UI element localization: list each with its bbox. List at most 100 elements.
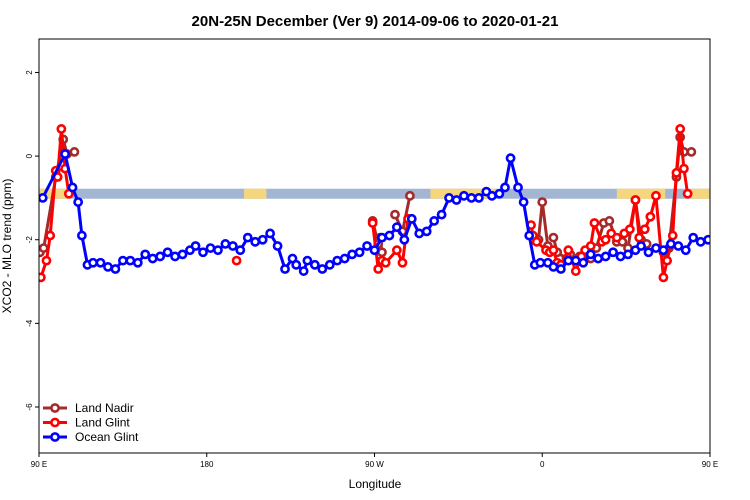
data-point [563, 245, 574, 256]
data-point [466, 193, 477, 203]
data-point [332, 255, 343, 266]
data-point [563, 255, 574, 266]
data-point [298, 266, 309, 276]
data-point [688, 232, 699, 243]
land-patch [616, 188, 666, 199]
land-ocean-band [39, 188, 710, 199]
data-point [45, 230, 56, 241]
data-point [377, 247, 387, 258]
data-point [60, 149, 70, 159]
data-point [673, 241, 684, 251]
data-point [578, 257, 589, 268]
data-point [487, 190, 497, 201]
data-point [280, 264, 290, 274]
data-point [324, 259, 335, 270]
data-point [117, 255, 128, 266]
data-point [658, 272, 669, 283]
data-point [39, 243, 49, 253]
data-point [414, 228, 425, 239]
data-point [132, 257, 143, 268]
data-point [524, 230, 535, 241]
data-point [391, 245, 402, 256]
data-point [667, 230, 678, 241]
data-point [220, 239, 231, 249]
data-point [585, 241, 596, 251]
data-point [680, 245, 691, 256]
data-point [639, 224, 650, 235]
data-point [39, 193, 48, 203]
data-point [39, 272, 46, 283]
data-point [421, 226, 432, 237]
data-point [675, 124, 686, 134]
data-point [500, 182, 510, 193]
data-point [406, 213, 417, 224]
data-point [548, 262, 559, 272]
data-point [473, 193, 484, 203]
data-point [302, 255, 313, 266]
data-point [608, 247, 618, 258]
data-point [95, 257, 106, 268]
data-point [535, 257, 546, 268]
data-point [231, 255, 242, 266]
data-point [367, 218, 378, 228]
data-point [634, 232, 645, 243]
x-tick-label: 0 [540, 460, 545, 469]
legend-label: Ocean Glint [75, 430, 139, 444]
chart-title: 20N-25N December (Ver 9) 2014-09-06 to 2… [192, 13, 559, 30]
data-point [459, 190, 469, 201]
data-point [623, 249, 633, 260]
data-point [494, 188, 505, 199]
y-tick-label: -4 [25, 319, 34, 327]
data-point [651, 190, 661, 201]
y-tick-label: -6 [25, 403, 34, 411]
data-point [317, 264, 328, 274]
data-point [235, 245, 246, 256]
data-point [309, 259, 320, 270]
series-ocean-glint [39, 149, 710, 276]
data-point [177, 249, 188, 260]
ocean-band [39, 188, 710, 199]
data-point [377, 232, 387, 243]
data-point [369, 245, 380, 256]
data-point [155, 251, 166, 262]
data-point [589, 218, 600, 228]
data-point [429, 216, 440, 226]
legend-label: Land Glint [75, 416, 130, 430]
data-point [537, 197, 548, 207]
data-point [242, 232, 253, 243]
data-point [147, 253, 158, 264]
x-axis-label: Longitude [349, 477, 402, 491]
data-point [585, 249, 596, 260]
data-point [604, 216, 615, 226]
data-point [624, 224, 635, 235]
data-point [399, 234, 410, 245]
data-point [679, 163, 689, 174]
x-tick-label: 90 E [702, 460, 718, 469]
data-point [436, 209, 447, 220]
data-point [555, 264, 566, 274]
data-point [354, 247, 365, 258]
land-patch [691, 188, 710, 199]
data-point [291, 259, 302, 270]
data-point [391, 222, 402, 233]
data-point [531, 236, 542, 247]
data-point [103, 262, 113, 272]
legend-label: Land Nadir [75, 401, 134, 415]
data-point [570, 266, 581, 276]
data-point [682, 188, 693, 199]
y-axis-label: XCO2 - MLO trend (ppm) [0, 179, 14, 314]
data-point [69, 147, 80, 157]
data-point [662, 255, 673, 266]
data-point [548, 232, 559, 243]
data-point [140, 249, 151, 260]
data-point [41, 255, 52, 266]
data-point [505, 153, 516, 164]
y-tick-label: 0 [25, 153, 34, 158]
data-point [265, 228, 276, 239]
data-point [88, 257, 98, 268]
data-point [347, 249, 358, 260]
y-tick-label: -2 [25, 236, 34, 244]
data-point [615, 251, 626, 262]
